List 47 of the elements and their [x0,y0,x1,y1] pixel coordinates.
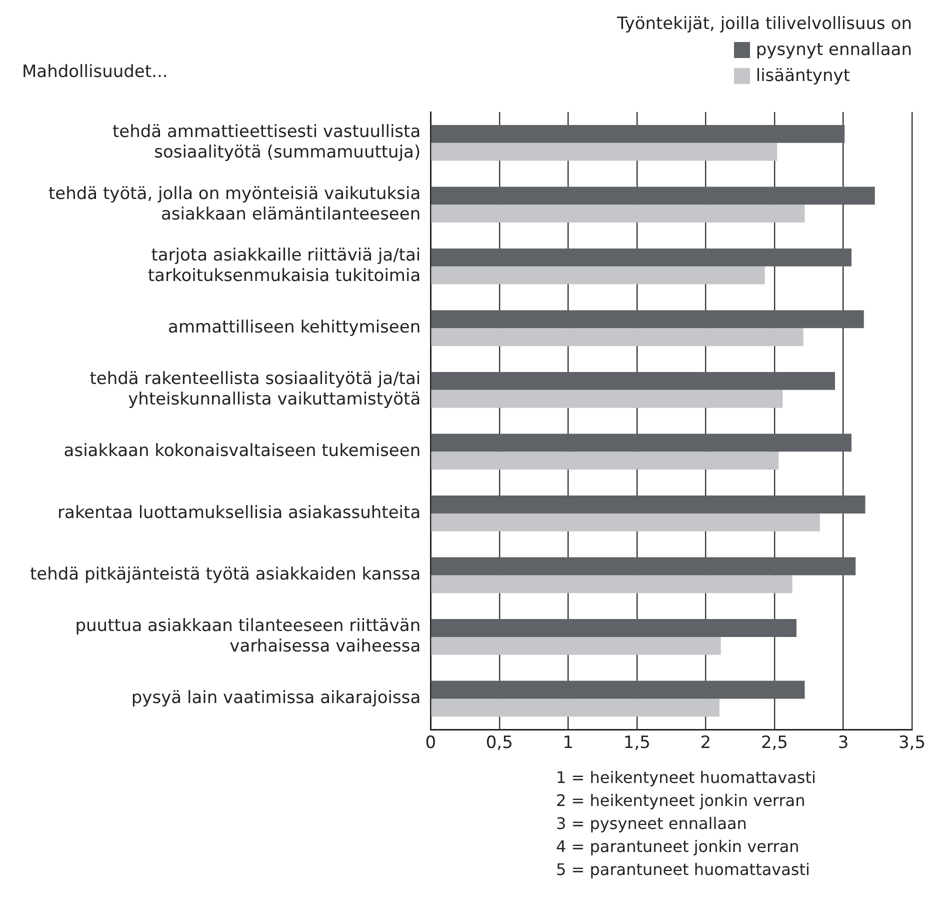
x-tick-label: 1 [562,733,574,754]
bar [431,328,804,346]
legend-label: pysynyt ennallaan [756,40,912,60]
bar [431,204,805,223]
bar [431,434,852,452]
bar [431,248,852,266]
bar [431,186,875,205]
y-tick-label: tehdä rakenteellista sosiaalityötä ja/tai yhteiskunnallista vaikuttamistyötä [90,369,421,410]
x-tick-label: 3,5 [898,733,926,754]
y-tick-label: asiakkaan kokonaisvaltaiseen tukemiseen [64,441,421,462]
y-tick-label: ammattilliseen kehittymiseen [168,318,421,338]
legend-title: Työntekijät, joilla tilivelvollisuus on [616,14,912,34]
x-tick-label: 0 [425,733,436,754]
x-tick-label: 3 [838,733,849,754]
y-tick-label: puuttua asiakkaan tilanteeseen riittävän varhaisessa vaiheessa [75,616,421,657]
bar [431,310,864,328]
x-tick-label: 0,5 [486,733,513,754]
bar [431,496,866,514]
text: 5 = parantuneet huomattavasti [556,859,811,881]
x-tick-label: 2 [700,733,712,754]
y-tick-label: tarjota asiakkaille riittäviä ja/tai tarkoituksenmukaisia tukitoimia [148,246,421,286]
bar [431,698,720,717]
text: 1 = heikentyneet huomattavasti [556,767,816,789]
bar [431,513,820,532]
bar [431,142,778,161]
y-axis-title: Mahdollisuudet... [22,62,168,82]
y-tick-label: tehdä pitkäjänteistä työtä asiakkaiden kanssa [30,564,421,585]
y-tick-label: pysyä lain vaatimissa aikarajoissa [131,688,421,708]
text: 2 = heikentyneet jonkin verran [556,790,806,812]
bar [431,372,835,390]
y-tick-label: tehdä työtä, jolla on myönteisiä vaikutuksia asiakkaan elämäntilanteeseen [48,184,421,224]
legend-label: lisääntynyt [756,66,850,86]
x-tick-label: 1,5 [623,733,650,754]
bar [431,680,805,699]
bar [431,452,779,470]
bar [431,266,765,284]
bar [431,557,856,576]
y-tick-label: tehdä ammattieettisesti vastuullista sosiaalityötä (summamuuttuja) [112,122,421,162]
bar [431,124,845,143]
bar [431,619,796,637]
y-tick-label: rakentaa luottamuksellisia asiakassuhteita [58,502,421,523]
bar [431,390,783,408]
x-tick-label: 2,5 [760,733,788,754]
bar [431,636,721,655]
text: 3 = pysyneet ennallaan [556,813,748,835]
text: 4 = parantuneet jonkin verran [556,836,800,858]
bar [431,575,792,594]
